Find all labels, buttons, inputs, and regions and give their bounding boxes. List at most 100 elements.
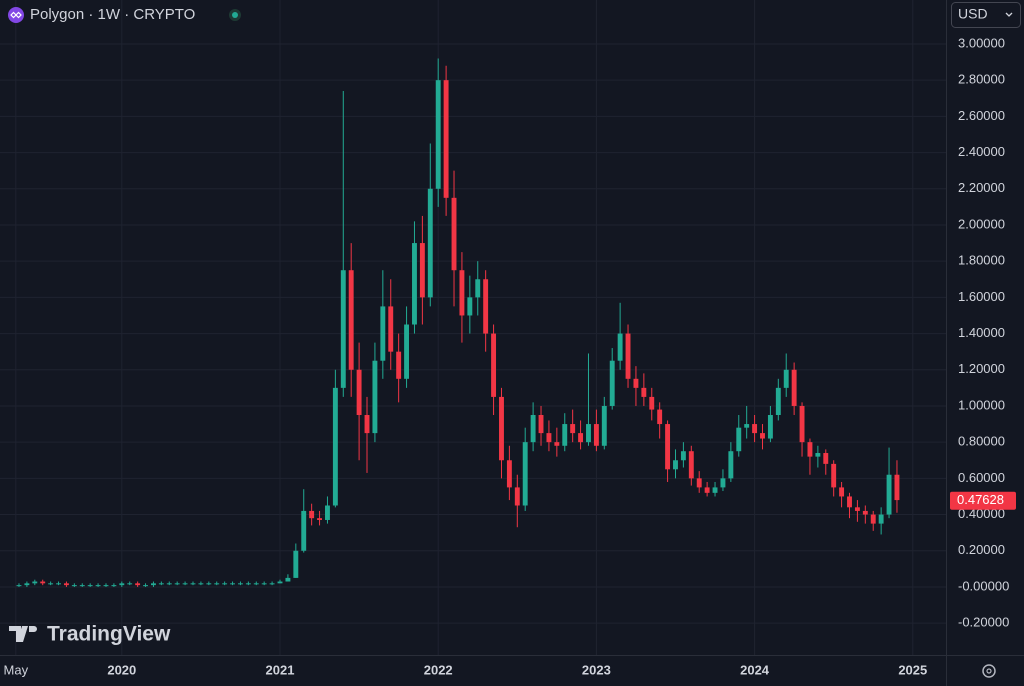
y-tick-label: 2.80000 [958, 72, 1005, 87]
dropdown-arrow [1005, 12, 1013, 17]
candle-body [728, 451, 734, 479]
candle-body [71, 585, 77, 587]
candle-body [554, 442, 560, 446]
candle-body [570, 424, 576, 434]
candle-body [688, 451, 694, 479]
candle-body [143, 585, 148, 587]
candle-body [364, 415, 370, 434]
y-tick-label: -0.20000 [958, 615, 1009, 630]
candle-body [665, 424, 671, 470]
candle-body [293, 550, 299, 578]
candle-body [135, 583, 141, 586]
candle-body [641, 387, 647, 397]
candle-body [16, 585, 22, 587]
candle-body [459, 270, 465, 316]
candle-body [206, 583, 212, 585]
candle-body [720, 478, 726, 488]
candle-body [356, 369, 362, 416]
y-tick-label: 1.00000 [958, 397, 1005, 412]
y-tick-label: 2.00000 [958, 216, 1005, 231]
candle-body [704, 487, 710, 493]
candle-body [609, 360, 615, 406]
candle-body [32, 581, 38, 584]
candle-body [783, 369, 789, 388]
candle-body [799, 405, 805, 443]
candle-body [309, 510, 315, 519]
candle-body [499, 396, 504, 461]
currency-label: USD [958, 6, 988, 22]
x-tick-label: 2025 [898, 662, 927, 677]
candle-body [182, 583, 188, 585]
candle-body [332, 387, 338, 506]
candle-body [586, 424, 591, 443]
candle-body [103, 585, 109, 587]
candle-body [601, 405, 607, 446]
settings-icon-center [986, 668, 992, 674]
candle-body [633, 378, 639, 388]
last-price-badge [950, 491, 1016, 510]
candle-body [451, 197, 457, 271]
candle-body [562, 424, 568, 446]
candle-body [285, 577, 291, 582]
candle-body [150, 583, 156, 586]
candle-body [886, 474, 892, 515]
x-tick-label: 2020 [107, 662, 136, 677]
candle-body [427, 188, 433, 298]
candle-body [435, 80, 441, 189]
candle-body [95, 585, 101, 587]
candle-body [522, 442, 528, 506]
axes: -0.20000-0.000000.200000.400000.600000.8… [4, 35, 1016, 677]
candle-body [815, 453, 821, 457]
candle-body [166, 583, 172, 585]
candle-body [119, 583, 125, 586]
candle-body [190, 583, 196, 585]
candle-body [506, 460, 512, 488]
candle-body [617, 333, 623, 361]
candle-body [775, 387, 781, 416]
candle-body [48, 583, 54, 585]
currency-select[interactable]: USD [951, 2, 1021, 28]
y-tick-label: 1.60000 [958, 289, 1005, 304]
candle-body [412, 243, 417, 325]
candle-body [269, 583, 275, 585]
y-tick-label: 0.60000 [958, 470, 1005, 485]
candle-body [111, 585, 117, 587]
candle-body [301, 510, 307, 551]
candle-body [491, 333, 497, 397]
y-tick-label: 2.40000 [958, 144, 1005, 159]
candle-body [593, 424, 599, 446]
symbol-legend[interactable]: Polygon · 1W · CRYPTO [8, 6, 241, 23]
watermark: TradingView [9, 623, 171, 646]
candle-body [514, 487, 520, 506]
candle-body [419, 243, 425, 298]
candle-body [870, 514, 876, 524]
x-tick-label: May [4, 662, 29, 677]
candle-body [767, 415, 773, 439]
candle-body [380, 306, 386, 361]
candle-body [87, 585, 93, 587]
candle-body [198, 583, 204, 585]
candle-body [657, 409, 663, 425]
candle-body [673, 460, 678, 470]
candle-body [791, 369, 797, 406]
status-dot [232, 12, 238, 18]
candle-body [261, 583, 267, 585]
candle-body [752, 424, 758, 434]
y-tick-label: 3.00000 [958, 35, 1005, 50]
candle-body [388, 306, 394, 352]
y-tick-label: 1.40000 [958, 325, 1005, 340]
candle-body [56, 583, 61, 585]
candle-body [649, 396, 655, 410]
symbol-glyph [10, 11, 22, 19]
x-tick-label: 2022 [424, 662, 453, 677]
settings-button[interactable] [982, 664, 996, 678]
candle-body [443, 80, 449, 198]
watermark-text: TradingView [47, 623, 171, 646]
y-tick-label: 0.80000 [958, 434, 1005, 449]
y-tick-label: 0.20000 [958, 542, 1005, 557]
y-tick-label: -0.00000 [958, 578, 1009, 593]
candle-body [348, 270, 354, 370]
candle-body [530, 415, 536, 443]
candle-body [538, 415, 544, 434]
